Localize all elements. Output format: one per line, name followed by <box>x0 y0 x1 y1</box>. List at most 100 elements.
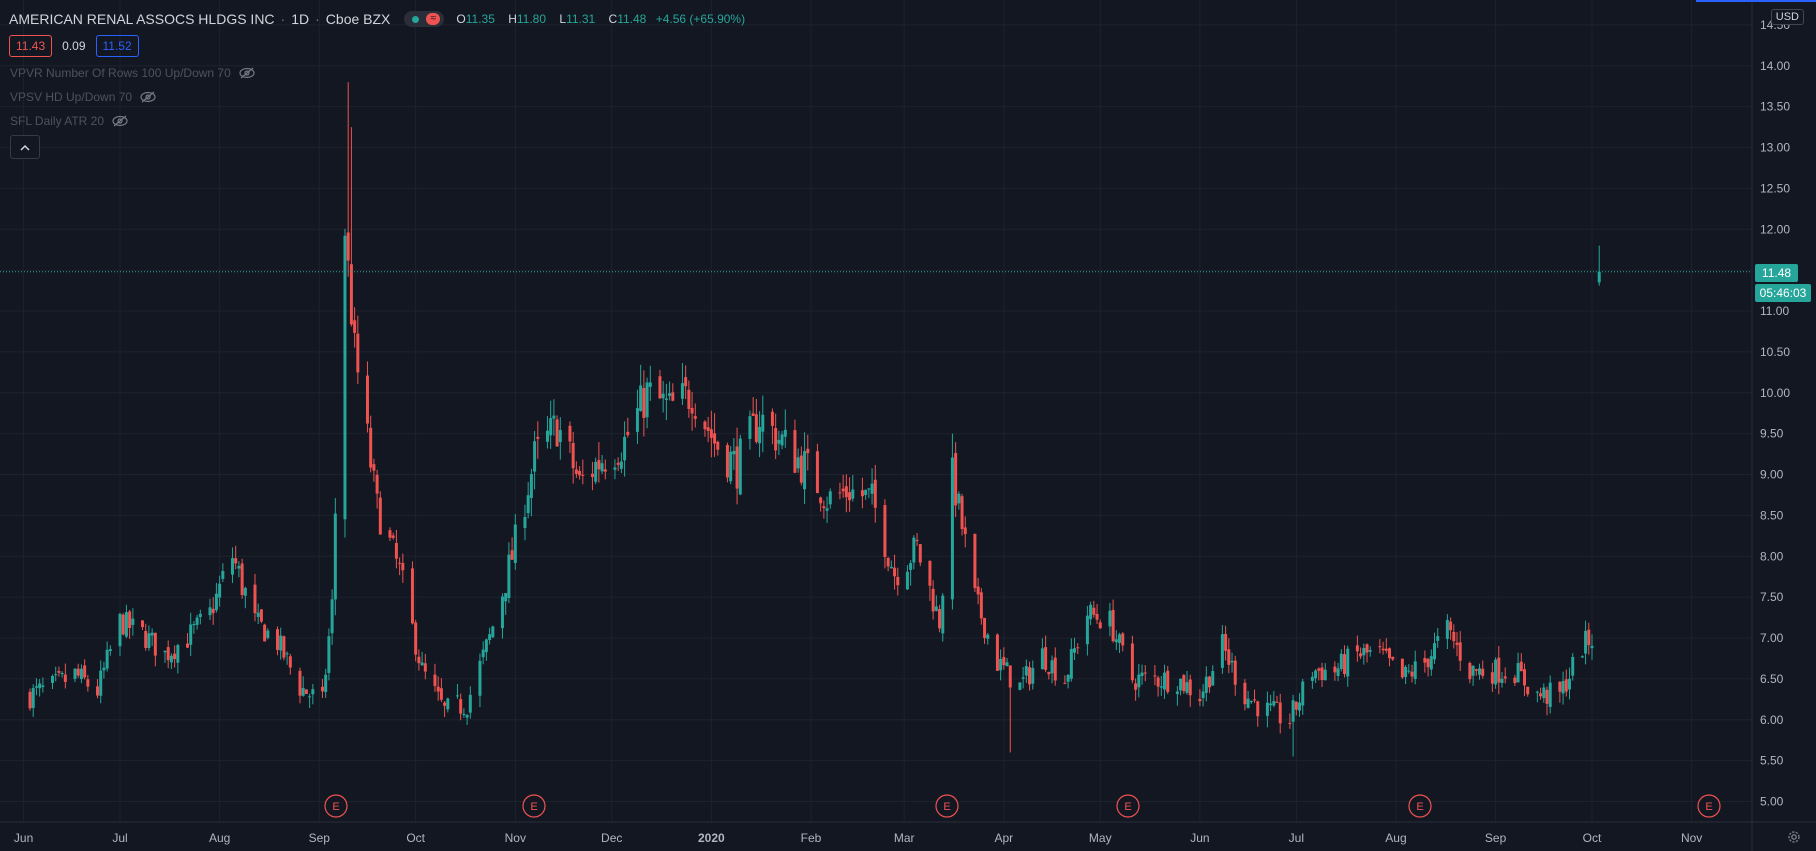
x-tick-label: Oct <box>406 831 425 845</box>
candle-body <box>1047 672 1051 675</box>
x-tick-label: Sep <box>309 831 331 845</box>
market-open-dot-icon <box>412 15 420 23</box>
candle-body <box>311 689 315 695</box>
currency-label[interactable]: USD <box>1770 9 1804 25</box>
candle-body <box>1368 650 1372 652</box>
candle-body <box>690 407 694 414</box>
candle-body <box>176 645 180 663</box>
candle-body <box>1249 700 1253 702</box>
candle-body <box>600 463 604 472</box>
candle-body <box>555 419 559 447</box>
candle-body <box>455 695 459 697</box>
candle-body <box>462 713 466 716</box>
bid-price[interactable]: 11.43 <box>9 35 53 57</box>
earnings-marker <box>324 794 348 818</box>
candle-body <box>304 689 308 694</box>
candle-body <box>748 416 752 439</box>
y-tick-label: 13.50 <box>1760 100 1790 114</box>
candle-body <box>163 650 167 653</box>
indicator-vpsv[interactable]: VPSV HD Up/Down 70 <box>10 90 156 104</box>
collapse-legend-button[interactable] <box>10 135 40 159</box>
candle-body <box>327 636 331 673</box>
candle-body <box>394 543 398 559</box>
candle-body <box>144 630 148 648</box>
ask-price[interactable]: 11.52 <box>95 35 139 57</box>
candle-body <box>1085 615 1089 645</box>
candle-body <box>645 382 649 418</box>
candle-body <box>1407 670 1411 672</box>
candle-body <box>671 392 675 401</box>
candle-body <box>436 686 440 692</box>
candle-body <box>668 393 672 396</box>
candle-body <box>95 686 99 696</box>
hidden-eye-icon[interactable] <box>239 67 255 79</box>
candle-body <box>889 566 893 569</box>
candle-body <box>574 469 578 474</box>
hidden-eye-icon[interactable] <box>112 115 128 127</box>
earnings-marker-label: E <box>530 801 537 813</box>
candle-body <box>500 596 504 629</box>
high-value: 11.80 <box>516 12 547 26</box>
market-status-badge[interactable]: ≈ <box>404 11 445 27</box>
hidden-eye-icon[interactable] <box>140 91 156 103</box>
candle-body <box>1118 634 1122 643</box>
header-separator: · <box>315 11 320 27</box>
indicator-vpvr[interactable]: VPVR Number Of Rows 100 Up/Down 70 <box>10 66 255 80</box>
candle-body <box>208 607 212 616</box>
candle-body <box>1320 667 1324 680</box>
candle-body <box>510 550 514 560</box>
candle-body <box>459 699 463 714</box>
y-tick-label: 9.00 <box>1760 468 1784 482</box>
candle-body <box>1584 630 1588 654</box>
ohlc-legend: O11.35 H11.80 L11.31 C11.48 +4.56 (+65.9… <box>456 12 745 26</box>
y-tick-label: 6.50 <box>1760 672 1784 686</box>
candle-body <box>83 665 87 678</box>
symbol-header[interactable]: AMERICAN RENAL ASSOCS HLDGS INC · 1D · C… <box>9 9 745 29</box>
candle-body <box>1156 677 1160 687</box>
candle-body <box>140 620 144 628</box>
candle-body <box>118 613 122 647</box>
candle-body <box>623 436 627 461</box>
chevron-up-icon <box>20 144 30 151</box>
candle-body <box>1089 604 1093 620</box>
candle-body <box>1069 649 1073 679</box>
candle-body <box>1018 682 1022 690</box>
y-tick-label: 10.00 <box>1760 386 1790 400</box>
candle-body <box>1410 671 1414 677</box>
candle-body <box>1317 668 1321 671</box>
candle-body <box>960 496 964 529</box>
candle-body <box>626 431 630 436</box>
candle-body <box>1211 671 1215 686</box>
candle-body <box>301 687 305 696</box>
candle-body <box>545 430 549 442</box>
candle-body <box>433 674 437 687</box>
x-tick-label: Nov <box>505 831 526 845</box>
candle-body <box>1265 702 1269 716</box>
candle-body <box>841 488 845 492</box>
candle-body <box>391 535 395 538</box>
candle-body <box>851 489 855 499</box>
interval-label[interactable]: 1D <box>291 11 310 27</box>
candle-body <box>1346 648 1350 677</box>
candle-body <box>1310 676 1314 681</box>
symbol-title[interactable]: AMERICAN RENAL ASSOCS HLDGS INC <box>9 11 275 27</box>
exchange-label: Cboe BZX <box>325 11 391 27</box>
candle-body <box>870 483 874 494</box>
candle-body <box>230 558 234 575</box>
y-tick-label: 7.50 <box>1760 590 1784 604</box>
candle-body <box>1175 691 1179 695</box>
candle-body <box>1044 647 1048 670</box>
candle-body <box>1519 661 1523 672</box>
candle-body <box>1230 660 1234 663</box>
candle-body <box>549 418 553 436</box>
indicator-atr[interactable]: SFL Daily ATR 20 <box>10 114 128 128</box>
x-tick-label: Feb <box>801 831 822 845</box>
candle-body <box>1542 687 1546 699</box>
x-tick-label: Jun <box>1190 831 1209 845</box>
gear-icon[interactable] <box>1786 829 1802 845</box>
candle-body <box>1076 647 1080 649</box>
candle-body <box>330 599 334 634</box>
candle-body <box>124 612 128 637</box>
candle-body <box>1182 675 1186 692</box>
